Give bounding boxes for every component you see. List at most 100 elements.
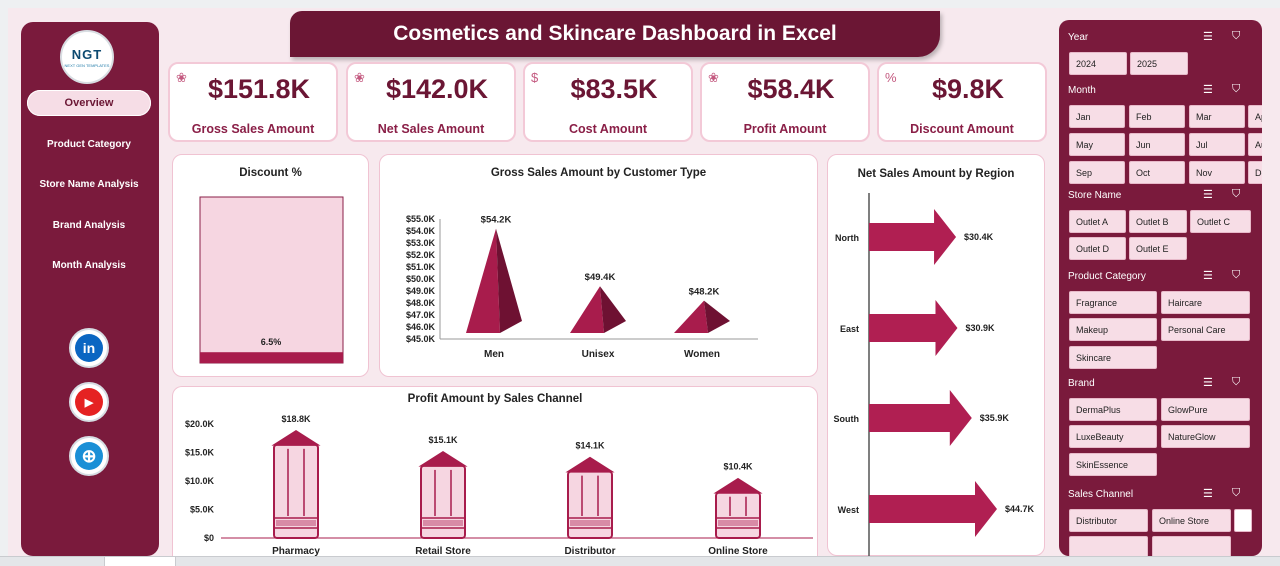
kpi-value: $151.8K <box>207 74 311 104</box>
store-chip[interactable]: Outlet D <box>1069 237 1126 260</box>
region-arrow-bar <box>869 300 958 356</box>
kpi-label: Discount Amount <box>910 122 1014 136</box>
y-tick-label: $47.0K <box>406 310 436 320</box>
brand-chip[interactable]: NatureGlow <box>1161 425 1250 448</box>
pyramid-bar <box>570 286 604 333</box>
store-chip[interactable]: Outlet C <box>1190 210 1251 233</box>
y-tick-label: South <box>834 414 860 424</box>
clear-filter-icon[interactable]: ⛉ <box>1232 30 1241 42</box>
nav-product-category[interactable]: Product Category <box>47 138 131 150</box>
slicer-title: Store Name <box>1068 190 1122 201</box>
y-tick-label: $10.0K <box>185 476 215 486</box>
clear-filter-icon[interactable]: ⛉ <box>1232 269 1241 281</box>
pencil-band-fill <box>276 520 316 526</box>
linkedin-button[interactable]: in <box>69 328 109 368</box>
month-chip[interactable]: Jun <box>1129 133 1185 156</box>
discount-bar-fill <box>200 352 343 363</box>
nav-brand-analysis[interactable]: Brand Analysis <box>52 219 126 231</box>
brand-chip[interactable]: GlowPure <box>1161 398 1250 421</box>
pencil-body <box>273 443 319 540</box>
chart-title: Profit Amount by Sales Channel <box>407 393 583 405</box>
channel-chip[interactable] <box>1069 536 1148 556</box>
brand-chip[interactable]: DermaPlus <box>1069 398 1157 421</box>
store-chip[interactable]: Outlet E <box>1129 237 1187 260</box>
slicer-scrollbar[interactable] <box>1234 509 1252 532</box>
multi-select-icon[interactable]: ☰ <box>1203 84 1213 96</box>
data-label: $15.1K <box>428 435 458 445</box>
pencil-tip <box>565 456 615 473</box>
store-slicer-header: Store Name ☰ ⛉ <box>1059 185 1262 205</box>
channel-slicer-header: Sales Channel ☰ ⛉ <box>1059 484 1262 504</box>
x-tick-label: Women <box>684 349 720 360</box>
logo-text: NGT <box>71 46 103 62</box>
sheet-tab-active[interactable] <box>104 557 176 566</box>
category-chip[interactable]: Fragrance <box>1069 291 1157 314</box>
x-tick-label: Retail Store <box>415 546 471 557</box>
sidebar: NGT NEXT GEN TEMPLATES Overview Product … <box>21 22 159 556</box>
month-chip[interactable]: Aug <box>1248 133 1262 156</box>
pyramid-bar-side <box>600 286 626 333</box>
store-chip[interactable]: Outlet A <box>1069 210 1126 233</box>
nav-store-name-analysis[interactable]: Store Name Analysis <box>39 178 139 190</box>
month-chip[interactable]: Jul <box>1189 133 1245 156</box>
y-tick-label: $50.0K <box>406 274 436 284</box>
multi-select-icon[interactable]: ☰ <box>1203 189 1213 201</box>
multi-select-icon[interactable]: ☰ <box>1203 270 1213 282</box>
month-chip[interactable]: Sep <box>1069 161 1125 184</box>
month-chip[interactable]: Mar <box>1189 105 1245 128</box>
kpi-label: Net Sales Amount <box>377 122 485 136</box>
channel-chip[interactable]: Distributor <box>1069 509 1148 532</box>
data-label: $14.1K <box>575 441 605 451</box>
month-chip[interactable]: Jan <box>1069 105 1125 128</box>
kpi-value: $83.5K <box>570 74 658 104</box>
cosmetics-icon: ❀ <box>708 70 719 85</box>
category-chip[interactable]: Skincare <box>1069 346 1157 369</box>
multi-select-icon[interactable]: ☰ <box>1203 31 1213 43</box>
category-chip[interactable]: Personal Care <box>1161 318 1250 341</box>
website-button[interactable]: ⊕ <box>69 436 109 476</box>
region-arrow-bar <box>869 390 972 446</box>
brand-chip[interactable]: SkinEssence <box>1069 453 1157 476</box>
month-chip[interactable]: Dec <box>1248 161 1262 184</box>
clear-filter-icon[interactable]: ⛉ <box>1232 487 1241 499</box>
category-chip[interactable]: Makeup <box>1069 318 1157 341</box>
youtube-button[interactable]: ▶ <box>69 382 109 422</box>
year-chip[interactable]: 2024 <box>1069 52 1127 75</box>
multi-select-icon[interactable]: ☰ <box>1203 377 1213 389</box>
discount-bar-track <box>199 196 344 364</box>
clear-filter-icon[interactable]: ⛉ <box>1232 83 1241 95</box>
channel-chip[interactable]: Online Store <box>1152 509 1231 532</box>
month-chip[interactable]: May <box>1069 133 1125 156</box>
pencil-band-fill <box>718 520 758 526</box>
kpi-gross-sales: ❀ $151.8K Gross Sales Amount <box>168 62 338 142</box>
month-chip[interactable]: Oct <box>1129 161 1185 184</box>
data-label: $35.9K <box>980 413 1010 423</box>
multi-select-icon[interactable]: ☰ <box>1203 488 1213 500</box>
year-chip[interactable]: 2025 <box>1130 52 1188 75</box>
month-chip[interactable]: Apr <box>1248 105 1262 128</box>
channel-chip[interactable] <box>1152 536 1231 556</box>
channel-pencil-bar <box>713 477 763 539</box>
store-chip[interactable]: Outlet B <box>1129 210 1187 233</box>
cosmetics-icon: ❀ <box>354 70 365 85</box>
nav-overview[interactable]: Overview <box>27 90 151 116</box>
y-tick-label: $15.0K <box>185 448 215 458</box>
chart-title: Discount % <box>239 167 302 179</box>
month-chip[interactable]: Nov <box>1189 161 1245 184</box>
month-slicer-header: Month ☰ ⛉ <box>1059 80 1262 100</box>
excel-top-strip <box>0 0 1280 8</box>
category-chip[interactable]: Haircare <box>1161 291 1250 314</box>
clear-filter-icon[interactable]: ⛉ <box>1232 188 1241 200</box>
x-tick-label: Men <box>484 349 504 360</box>
month-chip[interactable]: Feb <box>1129 105 1185 128</box>
nav-month-analysis[interactable]: Month Analysis <box>52 259 126 271</box>
data-label: $10.4K <box>723 462 753 472</box>
brand-slicer-header: Brand ☰ ⛉ <box>1059 373 1262 393</box>
kpi-label: Profit Amount <box>743 122 827 136</box>
brand-chip[interactable]: LuxeBeauty <box>1069 425 1157 448</box>
slicer-title: Brand <box>1068 378 1095 389</box>
kpi-cost: $ $83.5K Cost Amount <box>523 62 693 142</box>
y-tick-label: $53.0K <box>406 238 436 248</box>
kpi-label: Cost Amount <box>569 122 647 136</box>
clear-filter-icon[interactable]: ⛉ <box>1232 376 1241 388</box>
